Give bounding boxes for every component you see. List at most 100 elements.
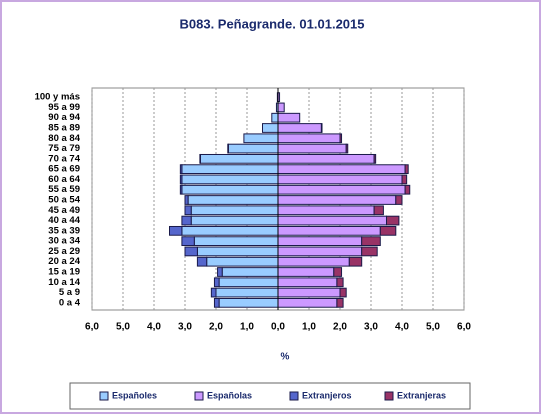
bar xyxy=(277,184,406,195)
bar xyxy=(200,153,279,164)
bar xyxy=(277,287,341,298)
bar xyxy=(218,297,279,308)
legend-box xyxy=(69,382,471,410)
bar xyxy=(184,246,198,257)
x-tick-label: 2,0 xyxy=(209,322,223,333)
x-tick-label: 1,0 xyxy=(302,322,316,333)
bar xyxy=(184,195,189,205)
y-tick-label: 100 y más xyxy=(35,92,80,103)
legend-swatch xyxy=(384,391,394,401)
bar xyxy=(277,102,285,113)
bar xyxy=(277,246,363,257)
bar xyxy=(193,236,279,247)
bar xyxy=(277,112,301,123)
bar xyxy=(215,287,279,298)
bar xyxy=(179,184,183,195)
bar xyxy=(333,267,343,277)
x-tick-label: 0,0 xyxy=(271,322,285,333)
y-tick-label: 45 a 49 xyxy=(48,205,80,216)
bar xyxy=(277,153,375,164)
bar xyxy=(277,256,350,267)
x-tick-label: 5,0 xyxy=(116,322,130,333)
bar xyxy=(277,225,381,236)
bar xyxy=(181,164,279,175)
bar xyxy=(221,267,279,277)
bar xyxy=(401,174,408,185)
bar xyxy=(395,195,403,205)
legend-swatch xyxy=(289,391,299,401)
bar xyxy=(320,123,323,133)
legend-label: Españolas xyxy=(207,390,252,400)
y-tick-label: 90 a 94 xyxy=(48,112,80,123)
bar xyxy=(181,236,195,247)
bar xyxy=(277,236,363,247)
bar xyxy=(227,143,229,154)
bar xyxy=(196,246,279,257)
bar xyxy=(184,205,192,216)
bar xyxy=(277,297,338,308)
bar xyxy=(277,123,322,133)
bar xyxy=(179,174,183,185)
x-tick-label: 4,0 xyxy=(395,322,409,333)
x-tick-label: 2,0 xyxy=(333,322,347,333)
bar xyxy=(277,267,335,277)
bar xyxy=(339,133,343,144)
y-tick-label: 30 a 34 xyxy=(48,236,80,247)
legend-label: Españoles xyxy=(112,390,157,400)
y-tick-label: 5 a 9 xyxy=(59,287,80,298)
y-tick-label: 65 a 69 xyxy=(48,164,80,175)
bar xyxy=(187,195,279,205)
y-tick-label: 0 a 4 xyxy=(59,297,81,308)
bar xyxy=(181,184,279,195)
bar xyxy=(262,123,279,133)
y-tick-label: 10 a 14 xyxy=(48,277,80,288)
bar xyxy=(181,215,192,226)
bar xyxy=(181,225,279,236)
bar xyxy=(277,205,375,216)
bar xyxy=(373,153,377,164)
bar xyxy=(277,133,341,144)
bar xyxy=(277,164,406,175)
x-tick-label: 4,0 xyxy=(147,322,161,333)
y-tick-label: 25 a 29 xyxy=(48,246,80,257)
bar xyxy=(379,225,397,236)
bar xyxy=(169,225,183,236)
y-tick-label: 55 a 59 xyxy=(48,184,80,195)
bar xyxy=(227,143,279,154)
bar xyxy=(404,184,411,195)
bar xyxy=(271,112,279,123)
bar xyxy=(213,277,220,288)
x-tick-label: 5,0 xyxy=(426,322,440,333)
legend-swatch xyxy=(99,391,109,401)
x-tick-label: 1,0 xyxy=(240,322,254,333)
bar xyxy=(196,256,208,267)
bar xyxy=(206,256,279,267)
chart-title: B083. Peñagrande. 01.01.2015 xyxy=(179,16,364,31)
bar xyxy=(277,174,403,185)
bar xyxy=(213,297,220,308)
y-tick-label: 80 a 84 xyxy=(48,133,80,144)
y-tick-label: 85 a 89 xyxy=(48,123,80,134)
bar xyxy=(373,205,384,216)
y-tick-label: 35 a 39 xyxy=(48,225,80,236)
bar xyxy=(361,236,381,247)
bar xyxy=(277,195,397,205)
y-tick-label: 75 a 79 xyxy=(48,143,80,154)
bar xyxy=(217,267,223,277)
y-tick-label: 40 a 44 xyxy=(48,215,80,226)
bar xyxy=(277,277,338,288)
bar xyxy=(210,287,217,298)
y-tick-label: 20 a 24 xyxy=(48,256,80,267)
x-tick-label: 6,0 xyxy=(457,322,471,333)
bar xyxy=(345,143,349,154)
y-tick-label: 15 a 19 xyxy=(48,267,80,278)
legend-swatch xyxy=(194,391,204,401)
bar xyxy=(336,297,344,308)
bar xyxy=(348,256,363,267)
bar xyxy=(179,164,183,175)
legend-label: Extranjeros xyxy=(302,390,352,400)
x-axis-label: % xyxy=(281,352,290,363)
y-tick-label: 50 a 54 xyxy=(48,195,80,206)
